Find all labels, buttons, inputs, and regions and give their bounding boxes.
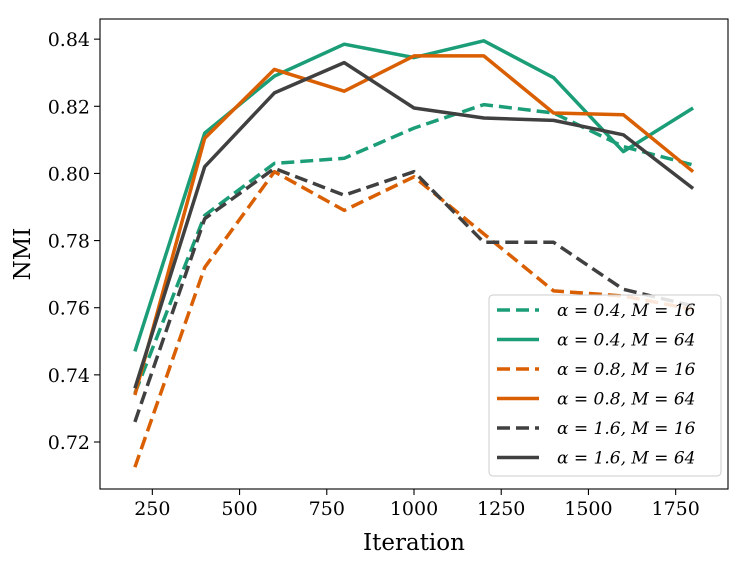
legend-label-1: α = 0.4, M = 16 bbox=[557, 301, 696, 321]
legend: α = 0.4, M = 16 α = 0.4, M = 64 α = 0.8, M… bbox=[488, 294, 722, 477]
y-tick-label: 0.82 bbox=[48, 96, 90, 118]
tick-layer: 250 500 750 1000 1250 1500 1750 0.72 0.74 0.76 0.7… bbox=[48, 29, 700, 520]
y-tick-label: 0.72 bbox=[48, 432, 90, 454]
series-line-5 bbox=[133, 166, 694, 423]
series-line-1 bbox=[133, 102, 694, 394]
series-layer bbox=[133, 39, 695, 468]
y-tick-label: 0.74 bbox=[48, 365, 90, 387]
y-tick-label: 0.84 bbox=[48, 29, 90, 51]
legend-label-2: α = 0.4, M = 64 bbox=[557, 331, 695, 351]
legend-label-6: α = 1.6, M = 64 bbox=[557, 449, 695, 469]
legend-label-5: α = 1.6, M = 16 bbox=[557, 419, 696, 439]
x-tick-label: 750 bbox=[309, 498, 345, 520]
x-tick-label: 1000 bbox=[390, 498, 438, 520]
x-tick-label: 1250 bbox=[477, 498, 525, 520]
series-line-3 bbox=[133, 169, 694, 468]
y-tick-label: 0.78 bbox=[48, 231, 90, 253]
legend-label-3: α = 0.8, M = 16 bbox=[557, 360, 696, 380]
x-tick-label: 1500 bbox=[564, 498, 612, 520]
x-axis-label: Iteration bbox=[363, 530, 465, 556]
series-line-4 bbox=[133, 54, 695, 396]
legend-box bbox=[488, 294, 722, 477]
x-tick-label: 500 bbox=[221, 498, 257, 520]
y-axis-label: NMI bbox=[10, 228, 36, 281]
legend-label-4: α = 0.8, M = 64 bbox=[557, 390, 695, 410]
y-tick-label: 0.80 bbox=[48, 163, 90, 185]
series-line-6 bbox=[133, 60, 695, 389]
x-tick-label: 1750 bbox=[651, 498, 699, 520]
x-tick-label: 250 bbox=[134, 498, 170, 520]
y-tick-label: 0.76 bbox=[48, 298, 90, 320]
